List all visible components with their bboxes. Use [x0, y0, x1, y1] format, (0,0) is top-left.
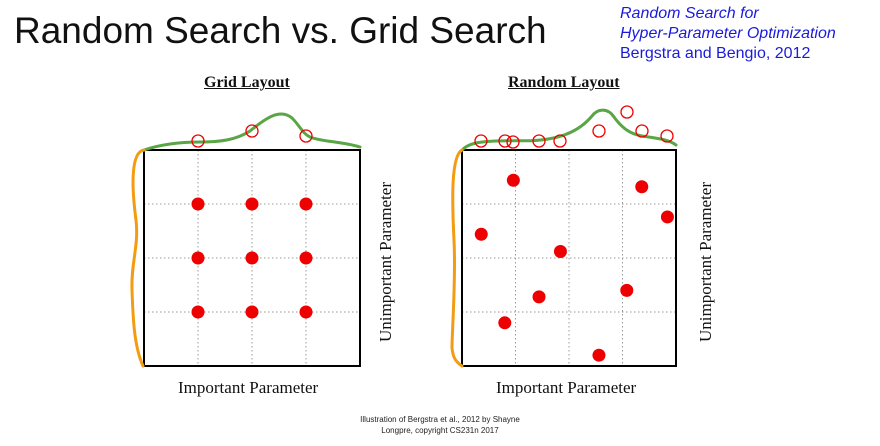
random-projection-marker	[660, 129, 674, 143]
random-projection-marker	[506, 135, 520, 149]
grid-sample-point	[299, 305, 313, 319]
grid-sample-point	[191, 251, 205, 265]
grid-projection-marker	[245, 124, 259, 138]
random-sample-point	[553, 245, 567, 259]
random-projection-marker	[592, 124, 606, 138]
grid-projection-marker	[299, 129, 313, 143]
grid-plot-frame	[143, 149, 361, 367]
grid-sample-point	[191, 197, 205, 211]
random-unimportant-response-curve	[450, 148, 464, 368]
random-sample-point	[532, 290, 546, 304]
random-sample-point	[592, 348, 606, 362]
grid-y-axis-label: Unimportant Parameter	[376, 181, 395, 343]
credit-line2: Longpre, copyright CS231n 2017	[381, 426, 499, 435]
grid-sample-point	[245, 305, 259, 319]
random-important-response-curve	[460, 108, 678, 152]
grid-unimportant-response-curve	[130, 148, 146, 368]
random-panel-title: Random Layout	[508, 74, 620, 91]
random-sample-point	[498, 316, 512, 330]
random-projection-marker	[635, 124, 649, 138]
grid-x-axis-label: Important Parameter	[178, 378, 319, 397]
random-sample-point	[635, 180, 649, 194]
reference-citation[interactable]: Random Search for Hyper-Parameter Optimi…	[620, 4, 836, 64]
random-sample-point	[660, 210, 674, 224]
illustration-credit: Illustration of Bergstra et al., 2012 by…	[0, 414, 880, 436]
grid-panel-title: Grid Layout	[204, 74, 290, 91]
page-title: Random Search vs. Grid Search	[14, 10, 547, 51]
random-y-axis-label: Unimportant Parameter	[696, 181, 715, 343]
random-projection-marker	[498, 134, 512, 148]
random-plot-frame	[461, 149, 677, 367]
credit-line1: Illustration of Bergstra et al., 2012 by…	[360, 415, 520, 424]
random-projection-marker	[532, 134, 546, 148]
grid-important-response-curve	[142, 112, 362, 152]
random-layout-panel	[450, 105, 678, 368]
grid-sample-point	[191, 305, 205, 319]
random-projection-marker	[620, 105, 634, 119]
random-x-axis-label: Important Parameter	[496, 378, 637, 397]
random-projection-marker	[553, 134, 567, 148]
random-sample-point	[474, 227, 488, 241]
grid-projection-marker	[191, 134, 205, 148]
grid-sample-point	[299, 251, 313, 265]
reference-authors: Bergstra and Bengio, 2012	[620, 45, 811, 62]
random-sample-point	[506, 173, 520, 187]
grid-sample-point	[299, 197, 313, 211]
reference-paper-title-line2: Hyper-Parameter Optimization	[620, 25, 836, 42]
grid-layout-panel	[130, 112, 362, 368]
reference-paper-title-line1: Random Search for	[620, 5, 759, 22]
random-projection-marker	[474, 134, 488, 148]
grid-sample-point	[245, 197, 259, 211]
random-sample-point	[620, 283, 634, 297]
grid-sample-point	[245, 251, 259, 265]
